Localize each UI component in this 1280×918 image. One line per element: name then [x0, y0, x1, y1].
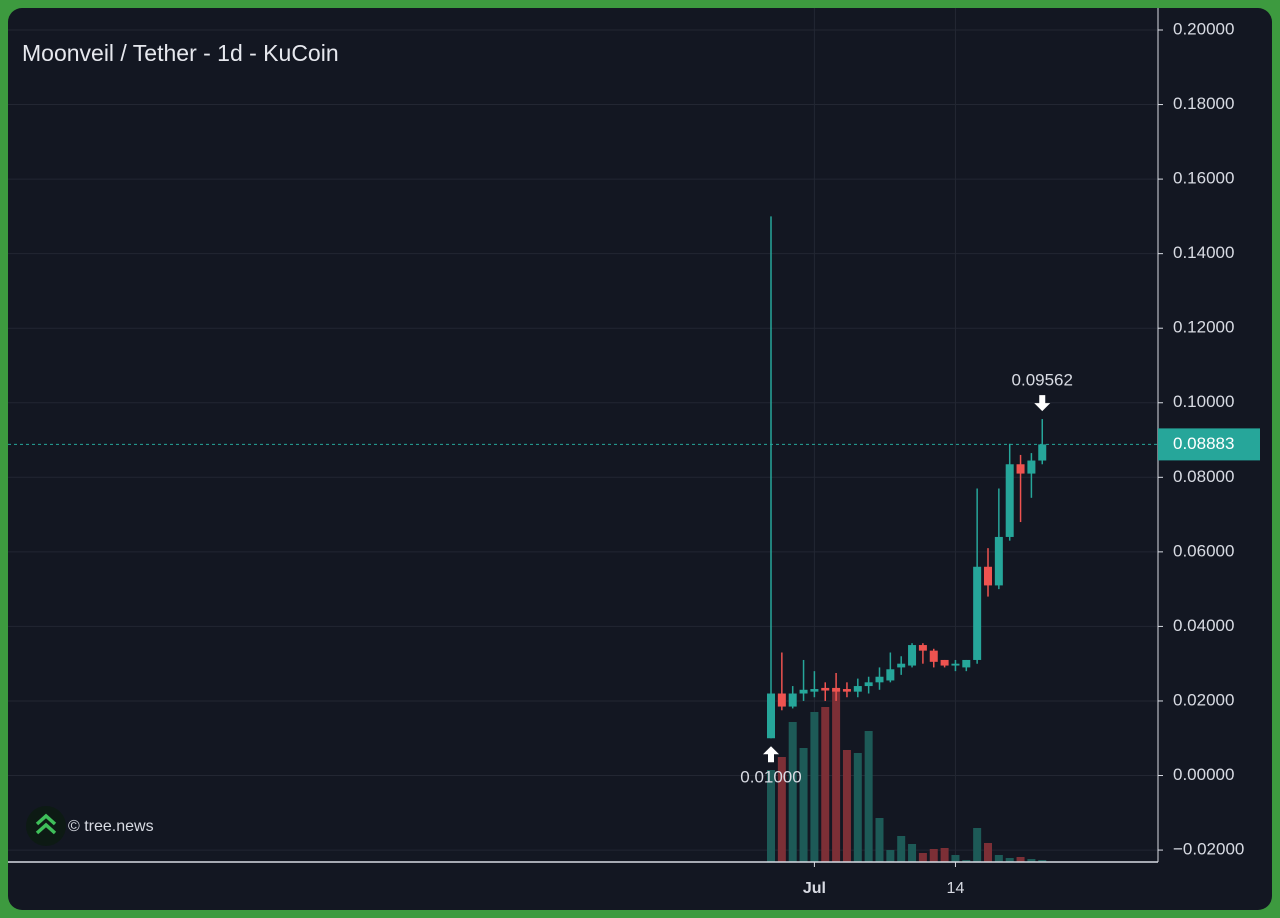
candle-body: [1027, 460, 1036, 474]
candle-body: [897, 663, 906, 668]
panel: [8, 8, 1272, 910]
candle-body: [1005, 464, 1014, 537]
volume-bar: [853, 753, 862, 862]
candle-body: [767, 693, 775, 739]
candle-body: [994, 536, 1003, 586]
y-tick-label: 0.16000: [1173, 169, 1234, 188]
volume-bar: [767, 770, 775, 862]
candle-body: [1038, 444, 1047, 461]
volume-bar: [1016, 857, 1025, 862]
volume-bar: [1027, 859, 1036, 862]
candle-body: [951, 663, 960, 666]
y-tick-label: −0.02000: [1173, 840, 1244, 859]
candle-body: [962, 659, 971, 668]
volume-bar: [821, 707, 830, 862]
candle-body: [832, 687, 841, 692]
y-tick-label: 0.02000: [1173, 690, 1234, 709]
volume-bar: [777, 757, 786, 862]
high-arrow: [1034, 395, 1051, 412]
candle-body: [940, 659, 949, 666]
volume-bar: [962, 860, 971, 862]
volume-bar: [994, 855, 1003, 862]
candle-body: [842, 689, 851, 692]
x-tick-label: 14: [947, 880, 965, 897]
volume-bar: [929, 849, 938, 862]
last-price-box: [1158, 428, 1260, 461]
volume-bar: [810, 712, 819, 862]
candle-body: [810, 689, 819, 692]
volume-bar: [875, 818, 884, 862]
candle-body: [853, 686, 862, 692]
watermark: © tree.news: [68, 818, 154, 835]
volume-bar: [1005, 858, 1014, 862]
y-tick-label: 0.10000: [1173, 392, 1234, 411]
candle-body: [875, 676, 884, 683]
volume-bar: [908, 844, 917, 862]
last-price-label: 0.08883: [1173, 434, 1234, 453]
volume-bar: [864, 731, 873, 862]
chart-title: Moonveil / Tether - 1d - KuCoin: [22, 40, 339, 66]
y-tick-label: 0.18000: [1173, 94, 1234, 113]
watermark-logo: [26, 806, 66, 846]
y-tick-label: 0.04000: [1173, 616, 1234, 635]
volume-bar: [842, 750, 851, 862]
volume-bar: [788, 722, 797, 862]
y-tick-label: 0.12000: [1173, 318, 1234, 337]
y-tick-label: 0.14000: [1173, 243, 1234, 262]
volume-bar: [918, 853, 927, 862]
candle-body: [984, 566, 992, 586]
volume-bar: [832, 690, 841, 862]
volume-bar: [973, 828, 982, 862]
volume-bar: [951, 855, 960, 862]
candle-body: [821, 687, 830, 691]
candle-body: [1016, 464, 1025, 474]
volume-bar: [984, 843, 992, 862]
candle-body: [918, 645, 927, 651]
volume-bar: [897, 836, 906, 862]
candle-body: [799, 689, 808, 694]
y-tick-label: 0.20000: [1173, 19, 1234, 38]
candle-body: [864, 682, 873, 687]
y-tick-label: 0.06000: [1173, 541, 1234, 560]
candle-body: [886, 669, 895, 681]
candle-body: [777, 693, 786, 707]
low-marker-label: 0.01000: [740, 768, 801, 787]
volume-bar: [799, 748, 808, 862]
candle-body: [929, 650, 938, 662]
plot: [8, 8, 1158, 862]
high-marker-label: 0.09562: [1012, 371, 1073, 390]
volume-bar: [886, 850, 895, 862]
x-tick-label: Jul: [803, 880, 826, 897]
y-tick-label: 0.00000: [1173, 765, 1234, 784]
volume-bar: [940, 848, 949, 862]
candle-body: [788, 693, 797, 707]
candle-body: [908, 645, 917, 666]
volume-bar: [1038, 860, 1047, 862]
candle-body: [973, 566, 982, 660]
low-arrow: [763, 746, 779, 763]
y-tick-label: 0.08000: [1173, 467, 1234, 486]
